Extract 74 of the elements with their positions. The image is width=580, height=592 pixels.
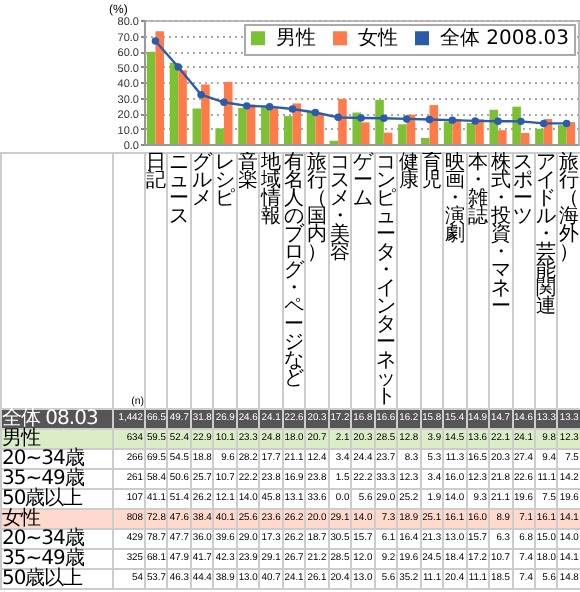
point bbox=[539, 119, 548, 128]
x-tick-label: 地域情報 bbox=[260, 152, 282, 228]
x-tick-label: 健康 bbox=[398, 152, 420, 192]
bar bbox=[535, 128, 544, 144]
x-tick-label: グルメ bbox=[191, 152, 213, 210]
point bbox=[151, 37, 160, 45]
point bbox=[402, 115, 411, 123]
point bbox=[265, 102, 274, 111]
category-label: 株式・投資・マネー bbox=[490, 152, 511, 318]
bar bbox=[375, 99, 384, 144]
text: 35~49歳 bbox=[2, 468, 84, 490]
point bbox=[494, 117, 502, 125]
bar bbox=[361, 122, 370, 144]
bar bbox=[178, 70, 187, 144]
point bbox=[425, 115, 434, 124]
category-label: コンピュータ・インターネット bbox=[375, 152, 396, 408]
x-tick-label: レシピ bbox=[214, 152, 236, 210]
bar bbox=[201, 84, 210, 144]
point bbox=[288, 105, 297, 113]
bar bbox=[238, 107, 247, 144]
point bbox=[197, 90, 205, 99]
x-tick-label: コスメ・美容 bbox=[329, 152, 351, 264]
x-tick-label: スポーツ bbox=[513, 152, 534, 228]
bar bbox=[223, 81, 233, 144]
bar bbox=[315, 113, 324, 144]
bar bbox=[283, 116, 293, 144]
point bbox=[220, 98, 228, 107]
text: 50歳以上 bbox=[2, 568, 83, 590]
bar bbox=[155, 31, 164, 144]
legend-label: 女性 bbox=[358, 26, 398, 51]
point bbox=[334, 113, 342, 122]
bar bbox=[558, 124, 567, 144]
bar bbox=[192, 108, 202, 144]
bar bbox=[520, 133, 530, 144]
x-tick-label: 旅行（国内） bbox=[306, 152, 328, 264]
point bbox=[380, 114, 388, 122]
bar bbox=[498, 130, 507, 144]
point bbox=[174, 63, 183, 71]
x-tick-label: 旅行（海外） bbox=[558, 152, 580, 264]
point bbox=[448, 116, 457, 124]
x-tick-label: 育児 bbox=[421, 152, 443, 192]
text: 女性 bbox=[2, 508, 40, 530]
category-label: 有名人のブログ・ページなど bbox=[284, 152, 305, 390]
bar bbox=[466, 122, 476, 144]
x-tick-label: 本・雑誌 bbox=[467, 152, 489, 228]
bar bbox=[383, 132, 393, 144]
legend-label: 全体 2008.03 bbox=[440, 26, 570, 51]
text: 35~49歳 bbox=[2, 548, 84, 570]
bar bbox=[215, 128, 224, 144]
point bbox=[357, 114, 365, 122]
bar bbox=[269, 107, 279, 144]
point bbox=[471, 117, 479, 125]
x-tick-label: ニュース bbox=[168, 152, 190, 228]
text: 20~34歳 bbox=[2, 448, 84, 470]
bar bbox=[398, 124, 407, 144]
point bbox=[517, 117, 525, 126]
category-label: アイドル・芸能関連 bbox=[536, 152, 557, 318]
x-tick-label: 映画・演劇 bbox=[444, 152, 466, 246]
text: 20~34歳 bbox=[2, 528, 84, 550]
x-tick-label: ゲーム bbox=[352, 152, 374, 210]
point bbox=[243, 102, 251, 110]
legend-label: 男性 bbox=[276, 26, 316, 51]
x-tick-label: 日記 bbox=[146, 152, 167, 192]
x-tick-label: 音楽 bbox=[237, 152, 259, 192]
bar bbox=[420, 137, 430, 144]
text: 50歳以上 bbox=[2, 488, 83, 510]
bar bbox=[292, 103, 302, 144]
point bbox=[311, 108, 320, 117]
point bbox=[562, 119, 571, 128]
text: 全体 08.03 bbox=[2, 408, 98, 430]
bar bbox=[146, 51, 156, 144]
text: 男性 bbox=[2, 428, 40, 450]
bar bbox=[169, 62, 179, 144]
bar bbox=[261, 105, 270, 144]
